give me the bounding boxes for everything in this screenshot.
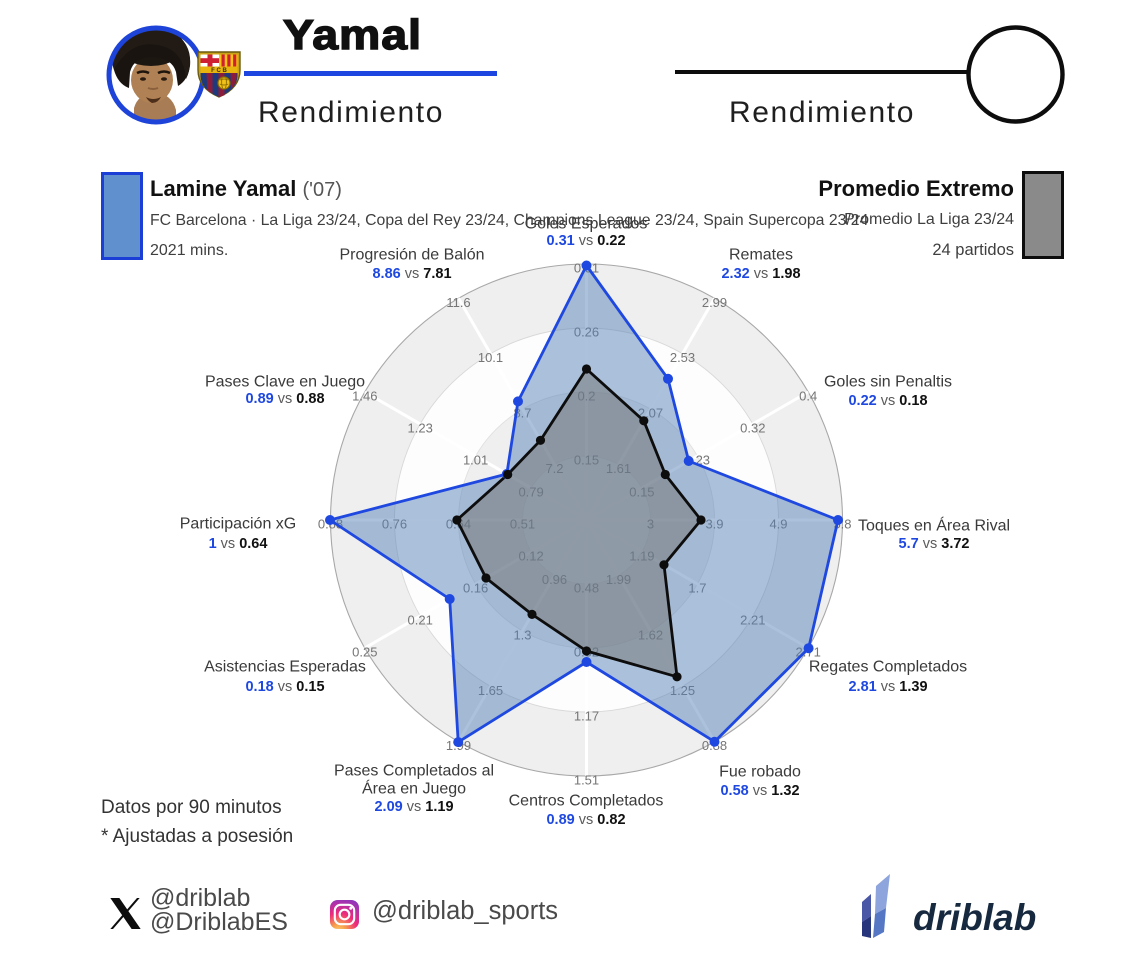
svg-text:Progresión de Balón: Progresión de Balón [340, 247, 485, 264]
svg-text:1.51: 1.51 [574, 773, 599, 788]
svg-text:Remates: Remates [729, 247, 793, 264]
svg-text:0.16: 0.16 [463, 581, 488, 596]
svg-text:2.81 vs 1.39: 2.81 vs 1.39 [848, 679, 927, 695]
svg-text:1.46: 1.46 [352, 389, 377, 404]
svg-text:Goles Esperados: Goles Esperados [525, 216, 648, 233]
svg-text:Pases Completados al: Pases Completados al [334, 763, 494, 780]
svg-text:0.58 vs 1.32: 0.58 vs 1.32 [720, 783, 799, 799]
svg-text:Goles sin Penaltis: Goles sin Penaltis [824, 374, 952, 391]
svg-text:Asistencias Esperadas: Asistencias Esperadas [204, 659, 366, 676]
svg-text:Pases Clave en Juego: Pases Clave en Juego [205, 374, 365, 391]
svg-text:5.7 vs 3.72: 5.7 vs 3.72 [899, 536, 970, 552]
svg-text:Regates Completados: Regates Completados [809, 659, 967, 676]
svg-text:driblab: driblab [913, 897, 1036, 938]
svg-text:1.01: 1.01 [463, 453, 488, 468]
svg-text:3.9: 3.9 [705, 517, 723, 532]
svg-text:0.76: 0.76 [382, 517, 407, 532]
svg-text:2.09 vs 1.19: 2.09 vs 1.19 [374, 799, 453, 815]
svg-text:4.9: 4.9 [769, 517, 787, 532]
svg-text:1.65: 1.65 [478, 683, 503, 698]
svg-text:2.32 vs 1.98: 2.32 vs 1.98 [721, 266, 800, 282]
svg-text:1.3: 1.3 [513, 627, 531, 642]
svg-text:10.1: 10.1 [478, 350, 503, 365]
svg-text:Área en Juego: Área en Juego [362, 779, 466, 798]
svg-text:0.21: 0.21 [408, 613, 433, 628]
svg-text:0.4: 0.4 [799, 389, 817, 404]
svg-text:Toques en Área Rival: Toques en Área Rival [858, 516, 1010, 535]
svg-text:1.17: 1.17 [574, 709, 599, 724]
svg-text:Fue robado: Fue robado [719, 764, 801, 781]
svg-text:0.18 vs 0.15: 0.18 vs 0.15 [245, 679, 324, 695]
svg-text:0.89 vs 0.88: 0.89 vs 0.88 [245, 391, 324, 407]
svg-text:1.23: 1.23 [408, 421, 433, 436]
svg-text:2.99: 2.99 [702, 295, 727, 310]
svg-text:2.53: 2.53 [670, 350, 695, 365]
svg-text:0.25: 0.25 [352, 645, 377, 660]
svg-text:F C B: F C B [211, 68, 227, 74]
svg-text:0.32: 0.32 [740, 421, 765, 436]
svg-text:Participación xG: Participación xG [180, 516, 297, 533]
svg-text:1 vs 0.64: 1 vs 0.64 [209, 536, 268, 552]
svg-text:1.25: 1.25 [670, 683, 695, 698]
svg-text:1.7: 1.7 [688, 581, 706, 596]
svg-text:8.86 vs 7.81: 8.86 vs 7.81 [372, 266, 451, 282]
svg-text:2.21: 2.21 [740, 613, 765, 628]
svg-text:0.22 vs 0.18: 0.22 vs 0.18 [848, 393, 927, 409]
svg-text:0.89 vs 0.82: 0.89 vs 0.82 [546, 812, 625, 828]
svg-text:0.26: 0.26 [574, 325, 599, 340]
svg-text:11.6: 11.6 [446, 295, 470, 310]
svg-text:Centros Completados: Centros Completados [509, 793, 664, 810]
svg-text:0.31 vs 0.22: 0.31 vs 0.22 [546, 233, 625, 249]
